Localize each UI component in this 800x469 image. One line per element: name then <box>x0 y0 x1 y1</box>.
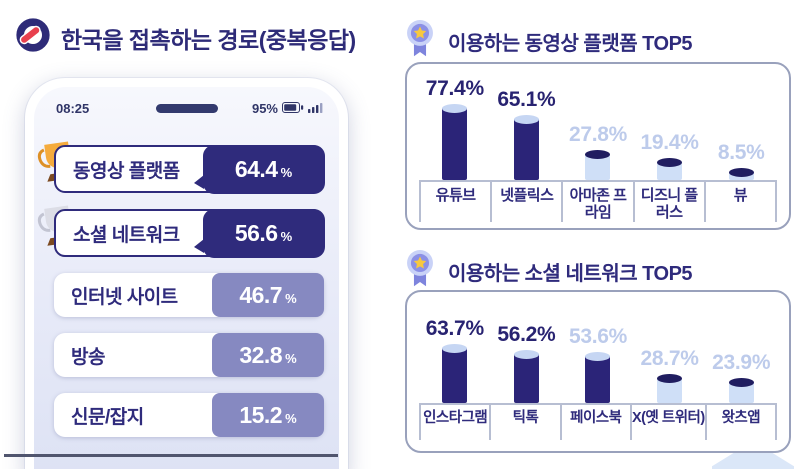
bar-value-label: 77.4% <box>425 77 484 101</box>
category-label: 디즈니 플러스 <box>632 182 704 222</box>
phone-screen: 08:25 95% <box>34 87 339 469</box>
cylinder-bar <box>728 168 754 180</box>
chart-column: 63.7% <box>419 317 491 403</box>
category-label: 틱톡 <box>489 405 559 440</box>
ranking-row: 방송 32.8% <box>54 333 324 377</box>
bar-value-label: 8.5% <box>717 141 765 165</box>
bar-value-label: 65.1% <box>497 88 556 112</box>
ranking-row: 인터넷 사이트 46.7% <box>54 273 324 317</box>
cylinder-bar <box>657 374 683 403</box>
category-label: 페이스북 <box>559 405 630 440</box>
category-label: 아마존 프라임 <box>561 182 632 222</box>
category-label: 왓츠앱 <box>704 405 778 440</box>
ranking-row-card: 신문/잡지 15.2% <box>54 393 324 437</box>
d-swirl-logo-icon <box>14 16 52 59</box>
page-title: 한국을 접촉하는 경로(중복응답) <box>61 26 356 53</box>
ranking-row-value: 32.8% <box>212 333 324 377</box>
left-header: 한국을 접촉하는 경로(중복응답) <box>14 16 356 59</box>
chart-column: 23.9% <box>705 351 777 403</box>
bar-value-label: 63.7% <box>425 316 484 340</box>
cylinder-bar <box>728 378 754 403</box>
ranking-row-value: 15.2% <box>212 393 324 437</box>
ranking-row-card: 소셜 네트워크 56.6% <box>54 208 325 258</box>
cylinder-bar <box>585 150 611 180</box>
bar-value-label: 56.2% <box>497 323 556 347</box>
bar-value-label: 23.9% <box>712 351 771 375</box>
category-label: X(옛 트위터) <box>629 405 705 440</box>
chart-column: 56.2% <box>491 323 563 403</box>
chart-column: 19.4% <box>634 131 706 180</box>
section-title-video: 이용하는 동영상 플랫폼 TOP5 <box>448 33 693 55</box>
category-label: 인스타그램 <box>419 405 489 440</box>
ranking-row-value: 56.6% <box>193 208 325 258</box>
phone-status-bar: 08:25 95% <box>56 101 323 116</box>
category-label: 뷰 <box>703 182 778 222</box>
ranking-row-card: 방송 32.8% <box>54 333 324 377</box>
bar-value-label: 53.6% <box>568 325 627 349</box>
video-top5-chart: 77.4% 65.1% 27.8% 19.4% 8.5% 유튜브 넷플릭스 아마존 프라임 디즈… <box>407 64 789 222</box>
signal-bars-icon <box>308 101 323 116</box>
category-label: 넷플릭스 <box>490 182 561 222</box>
category-label: 유튜브 <box>419 182 490 222</box>
section-header-video: 이용하는 동영상 플랫폼 TOP5 <box>401 16 693 67</box>
bar-value-label: 19.4% <box>640 130 699 154</box>
ranking-row-card: 인터넷 사이트 46.7% <box>54 273 324 317</box>
bar-value-label: 28.7% <box>640 347 699 371</box>
cylinder-bar <box>585 352 611 403</box>
ranking-row: 동영상 플랫폼 64.4% <box>37 141 325 194</box>
cylinder-bar <box>513 350 539 403</box>
bottom-divider-line <box>4 454 338 457</box>
ranking-row-label: 동영상 플랫폼 <box>73 160 180 182</box>
medal-icon <box>401 246 439 297</box>
ranking-row-label: 신문/잡지 <box>71 406 144 428</box>
cylinder-bar <box>442 104 468 180</box>
chart-column: 28.7% <box>634 347 706 403</box>
cylinder-bar <box>657 157 683 180</box>
sns-chart-panel: 63.7% 56.2% 53.6% 28.7% 23.9% 인스타그램 틱톡 페이스북 X(옛 … <box>405 290 791 453</box>
status-battery-percent: 95% <box>251 101 278 116</box>
cylinder-bar <box>513 115 539 180</box>
ranking-row-label: 소셜 네트워크 <box>73 224 180 246</box>
cylinder-bar <box>442 343 468 403</box>
ranking-row-label: 방송 <box>71 346 105 368</box>
status-time: 08:25 <box>56 101 90 116</box>
ranking-row: 신문/잡지 15.2% <box>54 393 324 437</box>
phone-notch <box>155 104 218 113</box>
ranking-row: 소셜 네트워크 56.6% <box>37 205 325 258</box>
sns-top5-chart: 63.7% 56.2% 53.6% 28.7% 23.9% 인스타그램 틱톡 페이스북 X(옛 … <box>407 292 789 440</box>
bar-value-label: 27.8% <box>568 123 627 147</box>
ranking-row-value: 64.4% <box>193 144 325 194</box>
chart-column: 77.4% <box>419 77 491 180</box>
ranking-rows: 동영상 플랫폼 64.4% 소셜 네트워크 56.6% 인터넷 사이트 46.7% 방송 32… <box>37 141 325 437</box>
section-header-sns: 이용하는 소셜 네트워크 TOP5 <box>401 246 693 297</box>
chart-column: 65.1% <box>491 88 563 180</box>
ranking-row-value: 46.7% <box>212 273 324 317</box>
chart-column: 53.6% <box>562 325 634 403</box>
video-chart-panel: 77.4% 65.1% 27.8% 19.4% 8.5% 유튜브 넷플릭스 아마존 프라임 디즈… <box>405 62 791 230</box>
ranking-row-card: 동영상 플랫폼 64.4% <box>54 144 325 194</box>
phone-mockup: 08:25 95% <box>25 78 348 469</box>
medal-icon <box>401 16 439 67</box>
section-title-sns: 이용하는 소셜 네트워크 TOP5 <box>448 263 693 285</box>
battery-icon <box>282 101 304 116</box>
chart-column: 27.8% <box>562 123 634 180</box>
chart-column: 8.5% <box>705 141 777 180</box>
ranking-row-label: 인터넷 사이트 <box>71 286 178 308</box>
